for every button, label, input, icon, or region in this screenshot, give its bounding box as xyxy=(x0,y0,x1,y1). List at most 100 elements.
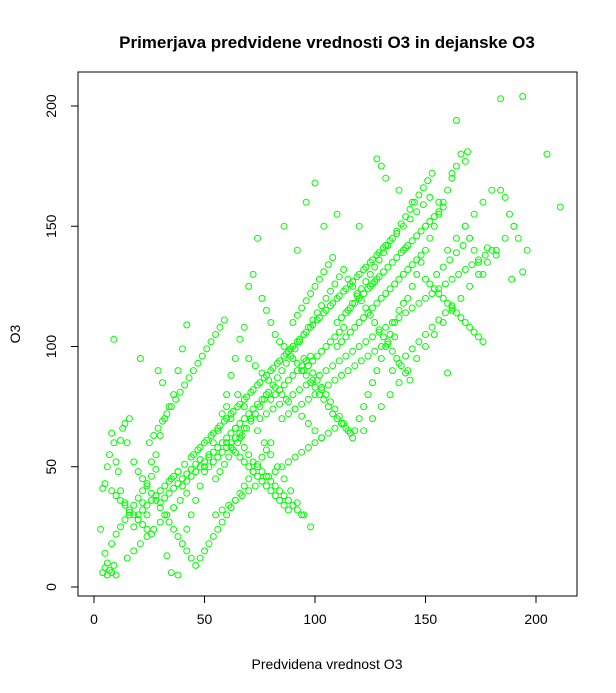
data-point xyxy=(125,415,133,423)
data-point xyxy=(395,359,403,367)
data-point xyxy=(293,338,301,346)
data-point xyxy=(371,263,379,271)
data-point xyxy=(212,331,220,338)
data-point xyxy=(452,249,460,257)
data-point xyxy=(413,256,421,264)
data-point xyxy=(201,468,208,476)
data-point xyxy=(121,501,129,509)
data-point xyxy=(402,369,410,377)
data-point xyxy=(181,460,189,468)
data-point xyxy=(148,472,155,480)
data-point xyxy=(267,395,275,403)
data-point xyxy=(108,540,116,548)
data-point xyxy=(136,355,144,362)
data-point xyxy=(178,475,186,483)
data-point xyxy=(307,290,315,298)
data-point xyxy=(419,201,427,209)
data-point xyxy=(435,198,443,206)
data-point xyxy=(243,424,250,432)
data-point xyxy=(435,316,443,324)
data-point xyxy=(464,148,471,156)
data-point xyxy=(231,448,239,456)
data-point xyxy=(406,205,414,213)
data-point xyxy=(419,184,427,192)
data-point xyxy=(395,314,403,322)
data-point xyxy=(201,463,208,471)
data-point xyxy=(112,458,120,466)
data-point xyxy=(276,496,284,504)
data-point xyxy=(285,496,292,504)
data-point xyxy=(262,446,270,454)
data-point xyxy=(459,242,467,249)
data-point xyxy=(415,191,423,199)
data-point xyxy=(426,234,434,242)
data-point xyxy=(366,282,374,290)
data-point xyxy=(163,410,171,418)
data-point xyxy=(448,275,456,283)
data-point xyxy=(280,381,288,389)
data-point xyxy=(508,275,516,283)
data-point xyxy=(156,499,164,507)
data-point xyxy=(366,270,374,278)
data-point xyxy=(170,525,178,533)
x-axis: 0 50 100 150 200 xyxy=(90,595,548,627)
data-point xyxy=(214,453,222,461)
data-point xyxy=(448,302,456,310)
data-point xyxy=(351,427,359,435)
data-point xyxy=(399,299,407,307)
data-point xyxy=(373,367,381,375)
data-point xyxy=(422,275,429,283)
data-point xyxy=(422,246,429,254)
data-point xyxy=(258,468,266,476)
data-point xyxy=(225,501,233,509)
data-point xyxy=(481,251,489,259)
data-point xyxy=(223,439,231,447)
data-point xyxy=(203,436,211,444)
data-point xyxy=(382,323,390,331)
data-point xyxy=(395,379,403,387)
data-point xyxy=(373,251,381,259)
data-point xyxy=(430,331,438,338)
data-point xyxy=(216,422,224,430)
data-point xyxy=(371,347,379,355)
chart-title: Primerjava predvidene vrednosti O3 in de… xyxy=(119,33,535,52)
data-point xyxy=(360,403,368,411)
data-point xyxy=(331,405,339,413)
data-point xyxy=(475,333,482,341)
data-point xyxy=(364,352,372,360)
data-point xyxy=(346,304,354,312)
data-point xyxy=(125,506,133,514)
data-point xyxy=(262,391,270,399)
data-point xyxy=(293,367,301,375)
data-point xyxy=(373,275,381,283)
data-point xyxy=(335,328,343,336)
data-point xyxy=(201,439,208,447)
data-point xyxy=(240,482,248,490)
data-point xyxy=(397,249,405,257)
data-point xyxy=(302,328,310,336)
data-point xyxy=(375,328,383,336)
data-point xyxy=(523,246,531,254)
data-point xyxy=(121,420,129,427)
data-point xyxy=(298,448,306,456)
data-point xyxy=(245,410,253,418)
data-point xyxy=(475,270,482,278)
data-point xyxy=(435,290,443,298)
data-point xyxy=(349,434,357,442)
data-point xyxy=(280,343,288,350)
data-point xyxy=(399,270,407,278)
data-point xyxy=(355,270,363,278)
data-point xyxy=(229,446,237,454)
data-point xyxy=(318,302,326,310)
data-point xyxy=(240,323,248,331)
data-point xyxy=(236,420,244,427)
data-point xyxy=(254,381,261,389)
data-point xyxy=(117,436,124,444)
data-point xyxy=(327,302,334,310)
data-point xyxy=(123,439,131,447)
data-point xyxy=(167,569,175,577)
data-point xyxy=(492,251,500,259)
data-point xyxy=(218,448,226,456)
data-point xyxy=(468,261,476,269)
data-point xyxy=(287,345,295,353)
